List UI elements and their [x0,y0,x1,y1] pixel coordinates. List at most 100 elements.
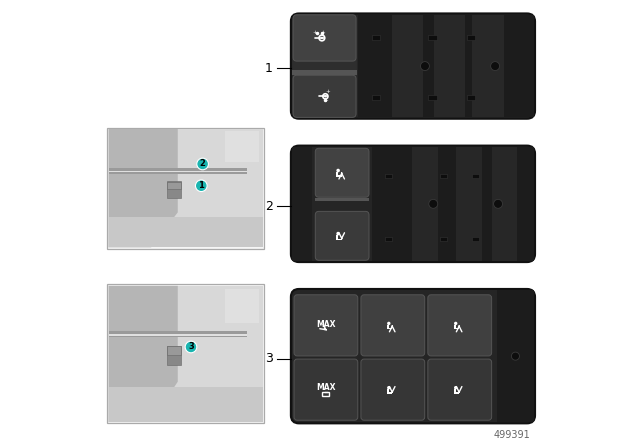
Bar [472,174,479,178]
FancyBboxPatch shape [291,13,535,119]
Bar [109,129,143,247]
Bar [467,35,475,40]
FancyBboxPatch shape [361,359,425,420]
Bar [472,15,504,117]
Bar [440,174,447,178]
FancyBboxPatch shape [294,295,358,356]
Circle shape [337,169,340,172]
Bar [107,128,264,249]
FancyBboxPatch shape [291,146,535,262]
Polygon shape [454,389,456,392]
Text: 1: 1 [198,181,204,190]
Polygon shape [387,392,392,394]
Circle shape [195,180,207,192]
Polygon shape [337,238,342,240]
FancyBboxPatch shape [428,295,492,356]
Circle shape [429,199,438,208]
Bar [472,237,479,241]
FancyBboxPatch shape [293,15,356,61]
Circle shape [337,232,340,235]
Bar [109,286,262,422]
Circle shape [454,322,458,325]
FancyBboxPatch shape [293,75,356,117]
Bar [109,217,262,247]
Bar [492,147,518,261]
Bar [109,168,248,174]
Circle shape [454,386,458,389]
Bar [167,345,181,365]
Bar [456,147,482,261]
Bar [392,15,423,117]
Bar [316,198,369,201]
Bar [372,147,534,261]
Text: 2: 2 [265,200,273,213]
Bar [323,392,330,396]
Bar [358,15,534,117]
Text: MAX: MAX [316,383,335,392]
Bar [225,131,259,162]
FancyBboxPatch shape [316,211,369,260]
Text: +: + [325,89,330,94]
Text: 3: 3 [265,352,273,366]
FancyBboxPatch shape [428,359,492,420]
Bar [467,95,475,100]
Bar [497,290,534,422]
FancyBboxPatch shape [291,289,535,423]
Text: 3: 3 [188,342,194,352]
Polygon shape [454,328,459,329]
Polygon shape [337,235,338,238]
Bar [440,237,447,241]
Polygon shape [387,389,389,392]
Bar [412,147,438,261]
FancyBboxPatch shape [361,295,425,356]
Circle shape [185,341,197,353]
Circle shape [511,352,520,360]
Polygon shape [387,328,392,329]
FancyBboxPatch shape [316,148,369,197]
Bar [292,147,312,261]
Bar [167,346,181,355]
Text: 1: 1 [265,62,273,75]
Bar [109,387,262,422]
Bar [109,286,143,422]
Bar [428,35,436,40]
Polygon shape [454,325,456,328]
Bar [167,181,181,198]
Bar [109,129,262,247]
Polygon shape [387,325,389,328]
Polygon shape [109,286,178,422]
Text: MAX: MAX [316,319,335,328]
Bar [109,171,248,172]
Bar [372,95,380,100]
Text: +: + [321,30,326,35]
FancyBboxPatch shape [294,359,358,420]
Circle shape [491,61,500,70]
Circle shape [196,158,209,170]
Circle shape [420,61,429,70]
Bar [109,331,248,337]
Text: 499391: 499391 [494,430,531,440]
Circle shape [324,95,326,97]
Bar [385,174,392,178]
Circle shape [493,199,502,208]
Bar [225,289,259,323]
Circle shape [387,322,390,325]
Bar [292,69,357,75]
Bar [167,181,181,190]
Text: 2: 2 [200,159,205,168]
Bar [107,284,264,423]
Polygon shape [454,392,459,394]
Bar [109,334,248,336]
Polygon shape [109,129,178,247]
Bar [428,95,436,100]
Polygon shape [337,172,338,176]
Text: +: + [313,30,317,35]
Circle shape [387,386,390,389]
Circle shape [321,37,323,39]
Bar [434,15,465,117]
Bar [372,35,380,40]
FancyBboxPatch shape [292,15,357,117]
Polygon shape [337,176,342,177]
Text: +: + [323,98,328,103]
Bar [385,237,392,241]
